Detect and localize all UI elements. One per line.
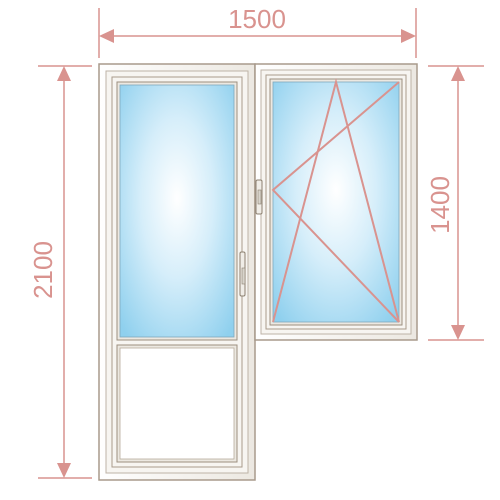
tilt-turn-window xyxy=(254,63,418,341)
dimension-right xyxy=(428,65,484,341)
width-label: 1500 xyxy=(228,4,286,34)
door-panel xyxy=(119,347,235,460)
door-handle-icon xyxy=(239,251,246,297)
window-height-label: 1400 xyxy=(425,176,455,234)
arrow-left-icon xyxy=(99,29,114,43)
door-height-label: 2100 xyxy=(28,241,58,299)
door-glass xyxy=(119,84,235,338)
tilt-and-turn-lines-icon xyxy=(271,78,400,323)
window-glass xyxy=(272,81,400,323)
arrow-right-icon xyxy=(401,29,416,43)
arrow-down-icon xyxy=(57,463,71,478)
dimension-left xyxy=(38,65,92,479)
dimension-top xyxy=(98,8,417,58)
arrow-up-icon xyxy=(57,66,71,81)
window-sash-inner xyxy=(265,74,407,330)
window-handle-icon xyxy=(255,179,263,215)
arrow-down-icon xyxy=(451,325,465,340)
balcony-door xyxy=(98,63,256,481)
arrow-up-icon xyxy=(451,66,465,81)
